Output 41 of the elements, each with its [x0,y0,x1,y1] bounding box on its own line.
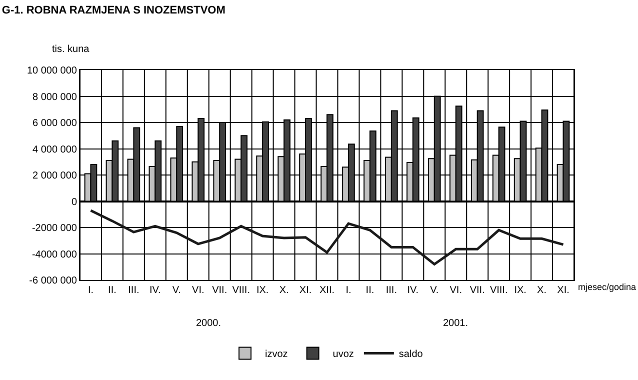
y-tick-label: 0 [71,196,78,208]
x-tick-label: IX. [514,285,526,296]
x-tick-label: V. [172,285,181,296]
x-tick-label: V. [430,285,439,296]
x-tick-label: XI. [299,285,312,296]
x-tick-label: III. [386,285,397,296]
y-tick-label: 8 000 000 [32,92,78,103]
legend-label: izvoz [265,349,288,360]
legend-label: uvoz [332,349,354,360]
x-tick-label: XII. [319,285,335,296]
y-tick-label: -6 000 000 [29,276,78,286]
x-axis-title: mjesec/godina [578,282,636,292]
x-tick-label: VIII. [232,285,250,296]
x-tick-label: II. [108,285,116,296]
x-tick-label: X. [537,285,547,296]
x-tick-label: VII. [212,285,228,296]
x-tick-label: II. [366,285,374,296]
x-tick-label: VI. [192,285,204,296]
y-tick-label: 10 000 000 [26,66,78,76]
x-tick-label: I. [346,285,352,296]
x-tick-label: I. [88,285,94,296]
x-tick-label: IV. [150,285,161,296]
line-series [89,209,565,266]
text: 2001. [443,318,468,329]
y-tick-label: 2 000 000 [32,170,78,182]
y-tick-label: -2000 000 [32,223,78,234]
x-tick-label: X. [279,285,289,296]
x-tick-label: VI. [450,285,462,296]
x-tick-label: IV. [407,285,419,296]
x-tick-label: XI. [557,285,570,296]
y-tick-label: 6 000 000 [32,118,78,129]
chart-title: G-1. ROBNA RAZMJENA S INOZEMSTVOM [2,4,226,16]
x-tick-label: III. [128,285,140,296]
x-tick-label: VIII. [490,285,508,296]
y-axis-title: tis. kuna [52,44,90,55]
text: 2000. [196,318,222,329]
y-tick-label: -4000 000 [32,249,78,260]
x-tick-label: IX. [256,285,269,296]
x-tick-label: VII. [470,285,485,296]
y-tick-label: 4 000 000 [32,144,78,156]
legend-label: saldo [398,349,424,360]
